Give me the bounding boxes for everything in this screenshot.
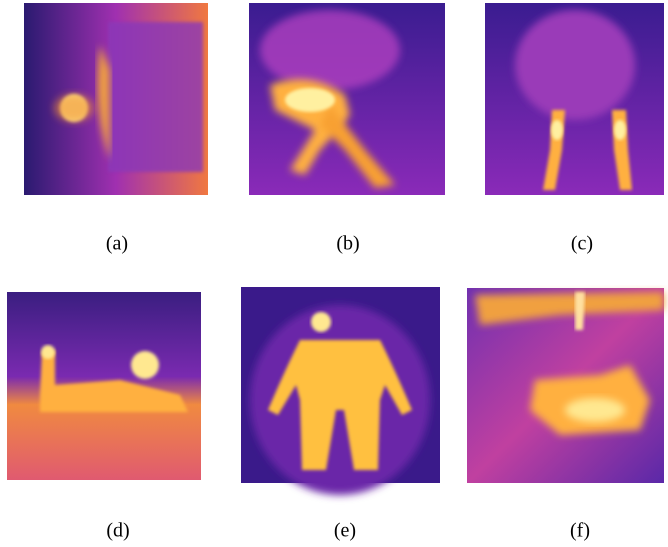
thermal-image-e [241,287,440,495]
figure: (a) (b) (c) (d) (e) (f) [0,0,668,547]
body: {"figure": {"panels": [{"label": "(a)"},… [0,0,668,547]
thermal-image-d [7,292,201,480]
panel-caption: (f) [570,520,590,542]
thermal-image-c [485,3,664,195]
thermal-image-a [24,3,208,195]
panel-caption: (a) [106,233,128,255]
panel-caption: (d) [106,520,129,542]
thermal-image-b [249,3,445,195]
panel-caption: (c) [571,233,593,255]
thermal-image-f [467,288,664,483]
panel-caption: (b) [336,233,359,255]
panel-caption: (e) [334,520,356,542]
page: Thermal figure html, body { margin: 0; p… [0,0,668,547]
